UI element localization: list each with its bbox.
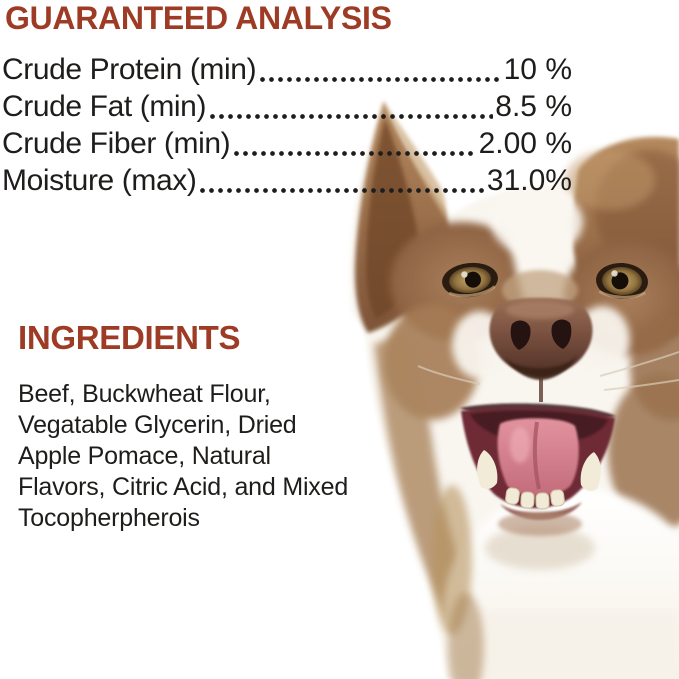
ingredients-heading: INGREDIENTS: [18, 319, 241, 356]
dog-left-eye: [442, 262, 498, 298]
analysis-row-crude-protein: Crude Protein (min) 10 %: [2, 51, 572, 88]
analysis-row-value: 31.0%: [486, 164, 572, 197]
analysis-row-label: Moisture (max): [2, 164, 197, 197]
ingredients-line: Vegatable Glycerin, Dried: [18, 411, 297, 439]
dog-chest: [432, 485, 679, 679]
guaranteed-analysis-table: Crude Protein (min) 10 % Crude Fat (min)…: [2, 51, 572, 199]
analysis-row-label: Crude Protein (min): [2, 53, 257, 86]
analysis-row-crude-fat: Crude Fat (min) 8.5 %: [2, 88, 572, 125]
dot-leader: [208, 113, 494, 120]
analysis-row-crude-fiber: Crude Fiber (min) 2.00 %: [2, 125, 572, 162]
analysis-row-label: Crude Fiber (min): [2, 127, 231, 160]
dot-leader: [232, 150, 477, 157]
ingredients-line: Tocopherpherois: [18, 504, 200, 532]
analysis-row-value: 10 %: [503, 53, 572, 86]
dot-leader: [198, 187, 485, 194]
dog-nose: [489, 270, 593, 402]
analysis-row-moisture: Moisture (max) 31.0%: [2, 162, 572, 199]
ingredients-line: Beef, Buckwheat Flour,: [18, 380, 271, 408]
analysis-row-value: 8.5 %: [495, 90, 572, 123]
guaranteed-analysis-heading: GUARANTEED ANALYSIS: [5, 0, 392, 36]
dot-leader: [258, 76, 502, 83]
dog-right-eye: [596, 262, 648, 300]
ingredients-line: Apple Pomace, Natural: [18, 442, 271, 470]
analysis-row-value: 2.00 %: [478, 127, 572, 160]
analysis-row-label: Crude Fat (min): [2, 90, 207, 123]
dog-teeth: [477, 450, 601, 510]
dog-mouth: [460, 403, 616, 536]
ingredients-line: Flavors, Citric Acid, and Mixed: [18, 473, 349, 501]
dog-whiskers: [417, 351, 679, 391]
ingredients-paragraph: Beef, Buckwheat Flour, Vegatable Glyceri…: [18, 379, 348, 534]
